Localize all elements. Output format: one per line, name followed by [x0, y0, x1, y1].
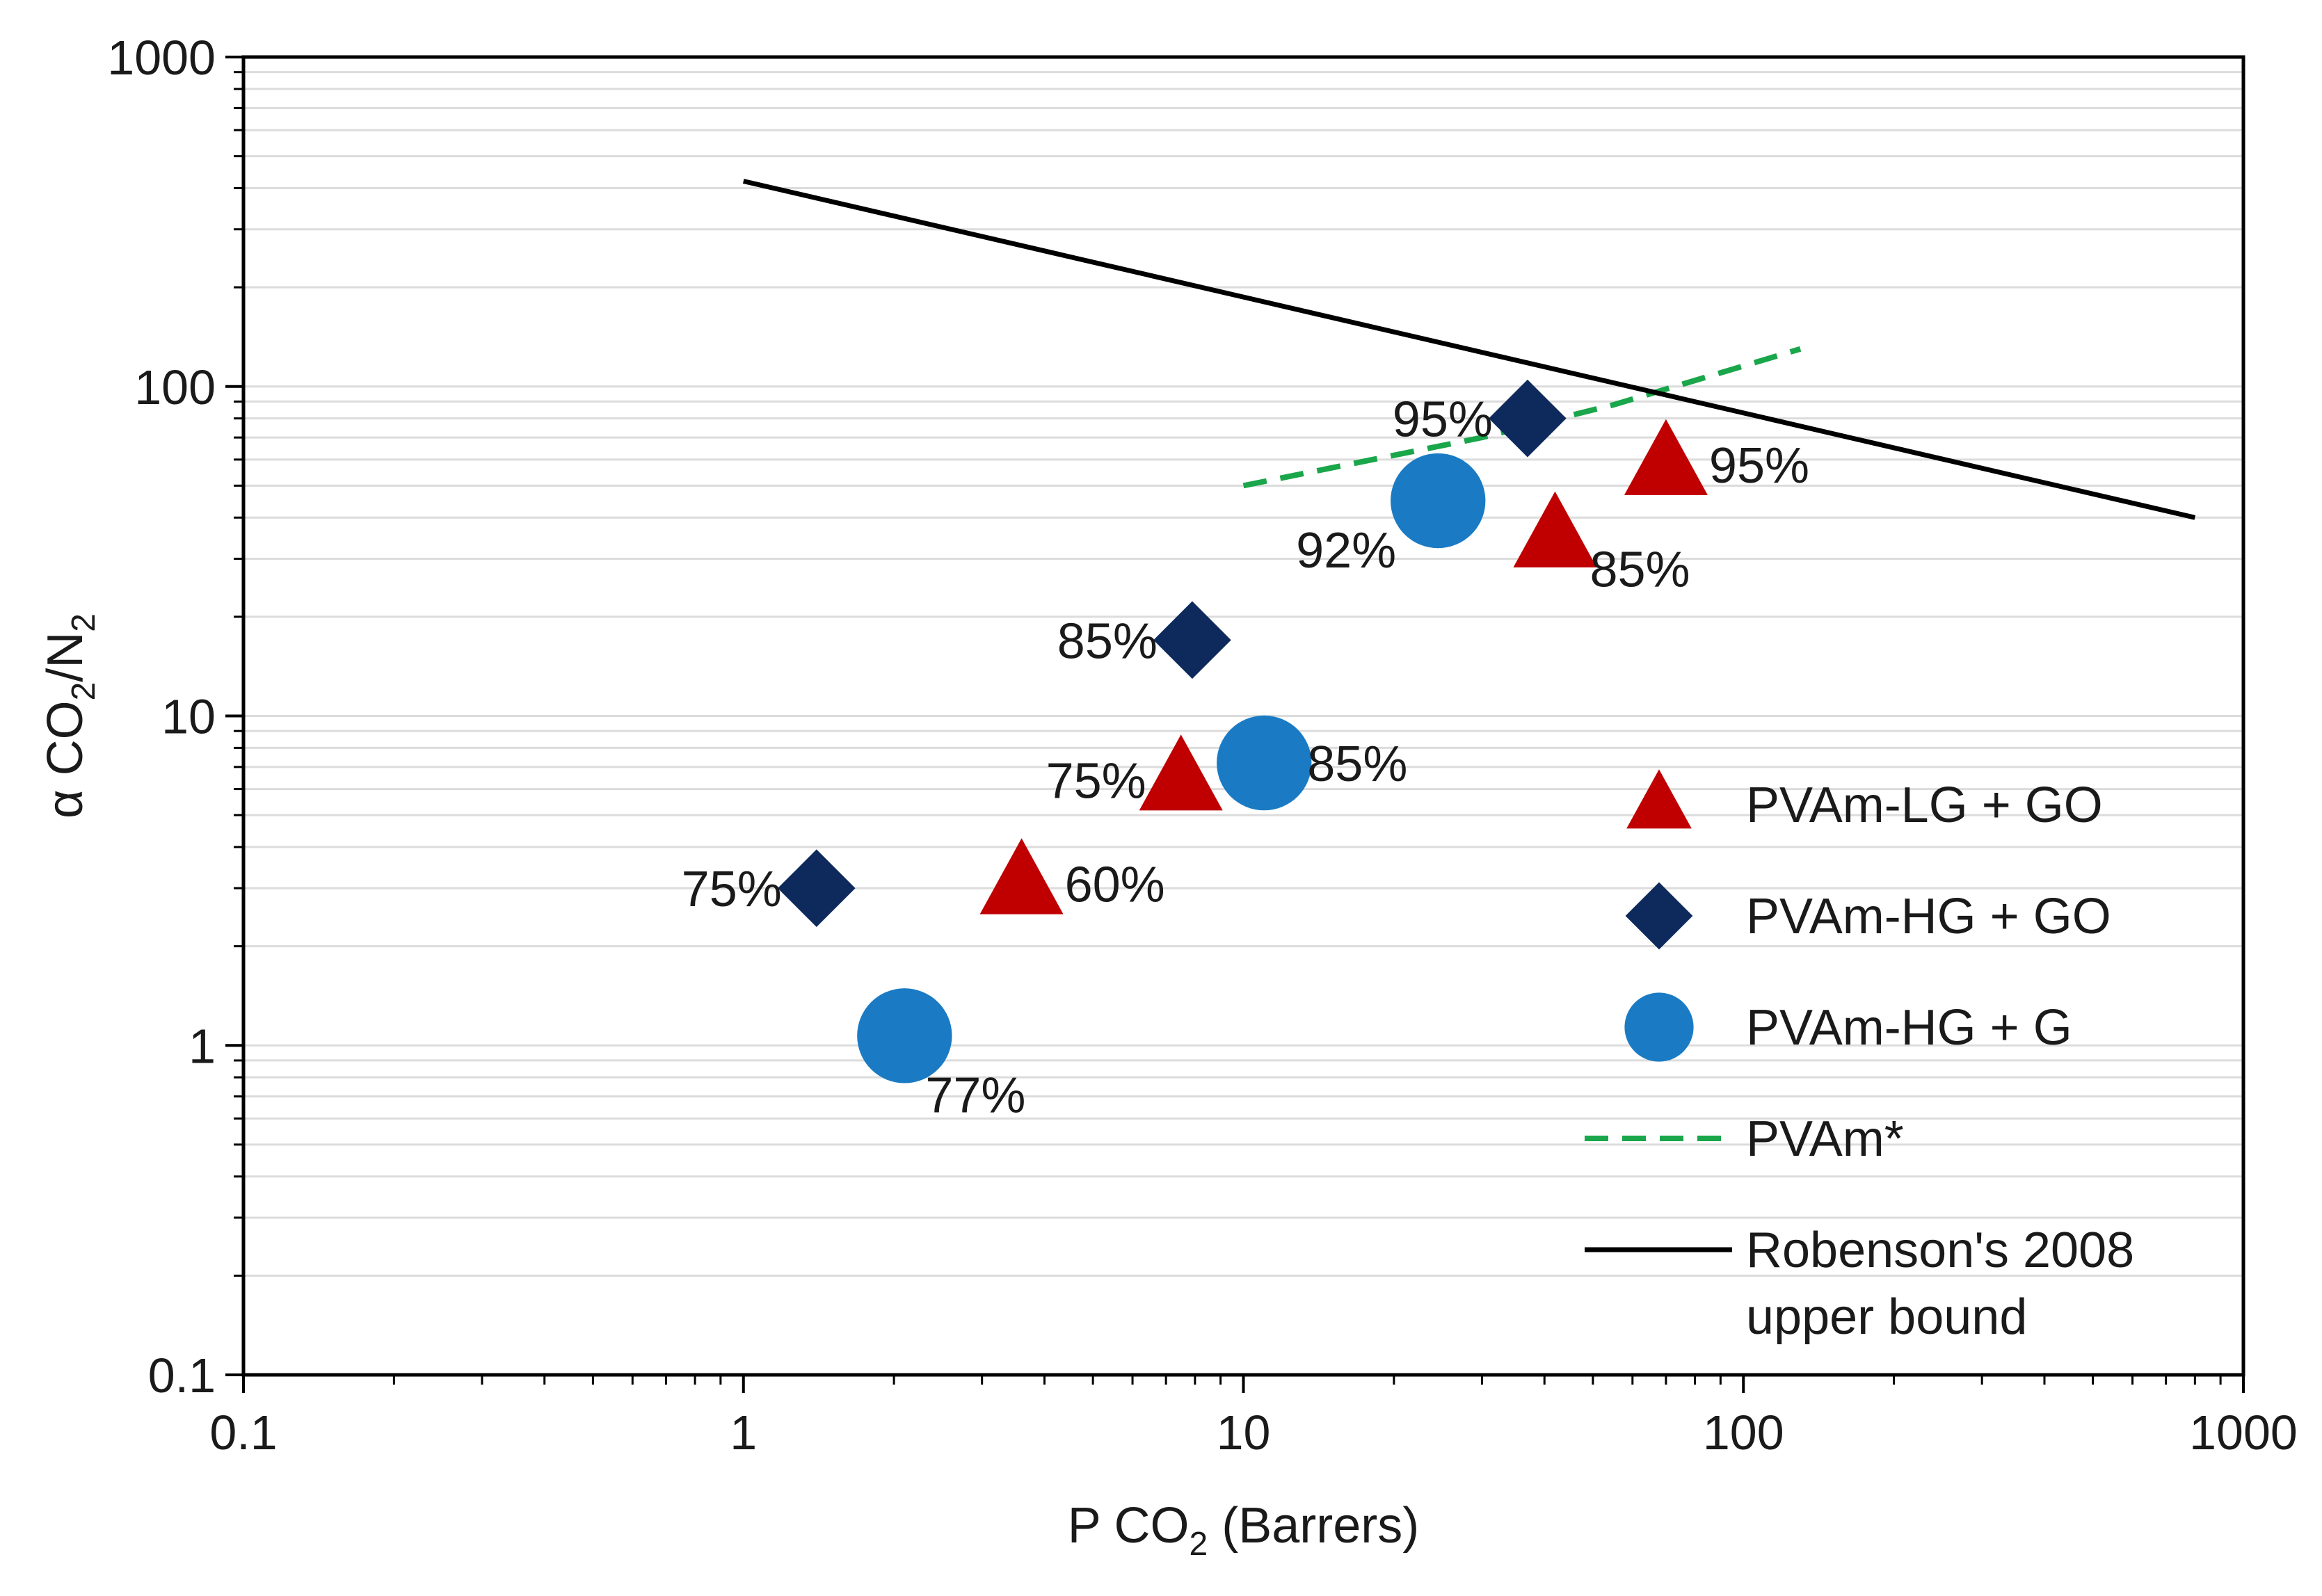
circle-marker — [1217, 715, 1312, 811]
diamond-marker — [1489, 379, 1567, 458]
point-label: 60% — [1065, 857, 1165, 912]
triangle-marker — [1513, 491, 1597, 567]
legend-diamond-swatch — [1625, 882, 1693, 950]
legend-label: upper bound — [1746, 1289, 2027, 1345]
x-tick-label: 10 — [1217, 1405, 1271, 1460]
point-label: 85% — [1590, 542, 1690, 598]
point-label: 92% — [1296, 523, 1396, 579]
legend-label: Robenson's 2008 — [1746, 1223, 2134, 1278]
y-tick-label: 0.1 — [148, 1348, 216, 1403]
x-axis-title: P CO2 (Barrers) — [1068, 1498, 1419, 1563]
y-tick-label: 1000 — [107, 31, 216, 85]
circle-marker — [857, 988, 952, 1083]
legend-label: PVAm-LG + GO — [1746, 777, 2103, 833]
diamond-marker — [1153, 601, 1231, 679]
x-tick-label: 1000 — [2189, 1405, 2298, 1460]
legend-circle-swatch — [1624, 992, 1694, 1062]
point-label: 75% — [1046, 753, 1146, 809]
legend-label: PVAm-HG + G — [1746, 1000, 2072, 1056]
axes: 0.1 1 10 100 1000 0.1 1 10 100 1000 — [107, 31, 2298, 1460]
triangle-marker — [1139, 734, 1223, 811]
legend-label: PVAm* — [1746, 1111, 1904, 1167]
legend: PVAm-LG + GO PVAm-HG + GO PVAm-HG + G PVAm*… — [1585, 769, 2134, 1345]
legend-triangle-swatch — [1626, 769, 1692, 829]
data-markers — [777, 379, 1708, 1083]
point-labels: 60% 75% 85% 95% 75% 85% 95% 77% 85% 92% — [682, 392, 1809, 1124]
x-tick-label: 1 — [730, 1405, 757, 1460]
x-tick-label: 100 — [1703, 1405, 1784, 1460]
y-tick-label: 1 — [189, 1019, 216, 1073]
point-label: 85% — [1057, 613, 1158, 669]
triangle-marker — [1624, 419, 1708, 495]
point-label: 95% — [1709, 438, 1809, 494]
legend-label: PVAm-HG + GO — [1746, 889, 2111, 944]
y-axis-title: α CO2/N2 — [38, 613, 102, 819]
point-label: 77% — [925, 1067, 1025, 1123]
upper-bound-line — [742, 179, 2196, 520]
point-label: 95% — [1393, 392, 1493, 448]
y-tick-label: 10 — [161, 690, 216, 744]
triangle-marker — [979, 838, 1064, 914]
x-tick-label: 0.1 — [209, 1405, 277, 1460]
point-label: 85% — [1307, 736, 1407, 792]
diamond-marker — [777, 849, 856, 928]
y-tick-label: 100 — [134, 360, 216, 414]
circle-marker — [1391, 453, 1486, 549]
point-label: 75% — [682, 862, 782, 917]
